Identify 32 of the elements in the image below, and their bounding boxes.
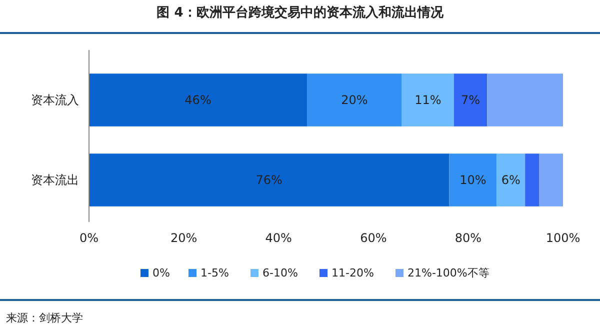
y-tick-label: 资本流入	[31, 93, 79, 107]
bar	[89, 154, 450, 206]
x-tick-label: 40%	[265, 231, 292, 245]
bar	[487, 74, 563, 126]
data-label: 10%	[460, 173, 486, 187]
bar	[539, 154, 563, 206]
legend-label: 1-5%	[200, 266, 229, 280]
data-label: 76%	[256, 173, 282, 187]
data-label: 6%	[501, 173, 520, 187]
bar	[89, 74, 308, 126]
source-note: 来源：剑桥大学	[6, 312, 83, 324]
x-tick-label: 60%	[360, 231, 387, 245]
x-tick-label: 0%	[79, 231, 99, 245]
chart-title: 图 4：欧洲平台跨境交易中的资本流入和流出情况	[156, 4, 444, 20]
legend-label: 11-20%	[332, 266, 374, 280]
bar	[307, 74, 402, 126]
legend-label: 6-10%	[262, 266, 298, 280]
bar	[454, 74, 488, 126]
bar	[402, 74, 454, 126]
y-tick-label: 资本流出	[31, 173, 79, 187]
legend-label: 21%-100%不等	[408, 266, 490, 280]
data-label: 7%	[461, 93, 480, 107]
x-tick-label: 100%	[546, 231, 580, 245]
bar	[449, 154, 497, 206]
legend-label: 0%	[152, 266, 170, 280]
bar	[496, 154, 526, 206]
x-tick-label: 20%	[170, 231, 198, 245]
data-label: 46%	[184, 93, 212, 107]
data-label: 20%	[341, 93, 368, 107]
data-label: 11%	[414, 93, 442, 107]
bar	[525, 154, 540, 206]
x-tick-label: 80%	[454, 231, 482, 245]
